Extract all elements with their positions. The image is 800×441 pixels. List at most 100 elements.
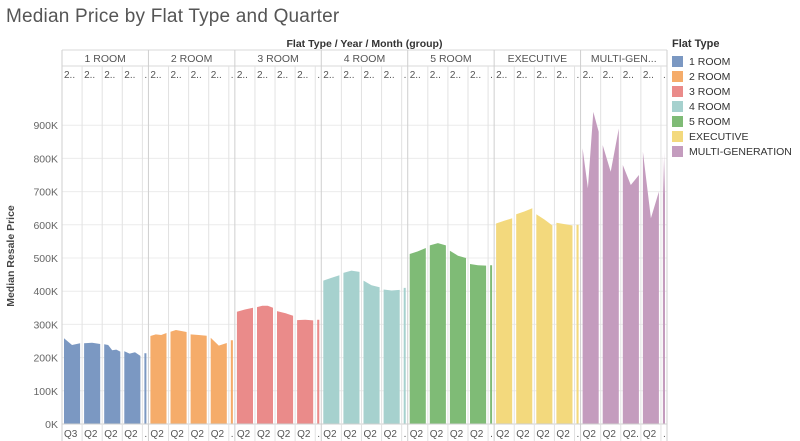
legend-swatch: [672, 116, 683, 127]
year-header-label: 2..: [583, 70, 594, 81]
legend-swatch: [672, 71, 683, 82]
panel-label: 2 ROOM: [171, 53, 212, 65]
legend-swatch: [672, 56, 683, 67]
legend-title: Flat Type: [672, 38, 720, 50]
year-header-label: 2..: [323, 70, 334, 81]
year-header-label: 2..: [150, 70, 161, 81]
area-segment: [383, 289, 400, 424]
legend-item[interactable]: 4 ROOM: [672, 99, 800, 114]
year-header-label: .: [577, 70, 580, 81]
year-header-label: 2..: [470, 70, 481, 81]
quarter-label: Q2: [410, 429, 424, 440]
quarter-label: .: [490, 429, 493, 440]
quarter-label: .: [577, 429, 580, 440]
area-segment: [490, 265, 493, 424]
quarter-label: Q2: [643, 429, 657, 440]
area-segment: [403, 287, 406, 424]
quarter-label: Q2: [84, 429, 98, 440]
y-tick-label: 100K: [33, 386, 58, 398]
area-segment: [170, 330, 187, 424]
area-segment: [516, 208, 533, 424]
year-header-label: 2..: [603, 70, 614, 81]
year-header-label: 2..: [496, 70, 507, 81]
quarter-label: Q2: [277, 429, 291, 440]
year-header-label: 2..: [410, 70, 421, 81]
area-segment: [104, 344, 121, 424]
quarter-label: Q2: [603, 429, 617, 440]
quarter-label: Q2: [343, 429, 357, 440]
year-header-label: .: [144, 70, 147, 81]
quarter-label: Q2: [171, 429, 185, 440]
area-segment: [470, 264, 487, 424]
quarter-label: .: [404, 429, 407, 440]
area-segment: [642, 151, 659, 425]
quarter-label: .: [317, 429, 320, 440]
area-segment: [429, 243, 446, 424]
chart-title: Median Price by Flat Type and Quarter: [6, 6, 340, 27]
area-segment: [236, 307, 253, 424]
y-tick-label: 400K: [33, 286, 58, 298]
y-tick-label: 300K: [33, 319, 58, 331]
legend-swatch: [672, 101, 683, 112]
year-header-label: .: [231, 70, 234, 81]
year-header-label: 2..: [556, 70, 567, 81]
area-segment: [190, 334, 207, 424]
quarter-label: Q2: [583, 429, 597, 440]
y-tick-label: 200K: [33, 353, 58, 365]
legend-swatch: [672, 86, 683, 97]
area-segment: [323, 275, 340, 424]
legend-item[interactable]: 3 ROOM: [672, 84, 800, 99]
legend-label: 4 ROOM: [689, 100, 731, 113]
legend-item[interactable]: 2 ROOM: [672, 69, 800, 84]
area-segment: [230, 340, 233, 424]
area-segment: [409, 248, 426, 424]
quarter-label: Q2.: [623, 429, 639, 440]
quarter-label: Q2: [237, 429, 251, 440]
legend-item[interactable]: EXECUTIVE: [672, 129, 800, 144]
y-tick-label: 500K: [33, 253, 58, 265]
quarter-label: Q2: [211, 429, 225, 440]
y-tick-label: 600K: [33, 220, 58, 232]
legend-label: MULTI-GENERATION: [689, 145, 792, 158]
quarter-label: Q2: [556, 429, 570, 440]
quarter-label: .: [663, 429, 666, 440]
year-header-label: 2..: [104, 70, 115, 81]
quarter-label: Q2: [124, 429, 138, 440]
year-header-label: 2..: [124, 70, 135, 81]
quarter-label: .: [144, 429, 147, 440]
legend-item[interactable]: MULTI-GENERATION: [672, 144, 800, 159]
legend-label: EXECUTIVE: [689, 130, 749, 143]
year-header-label: .: [490, 70, 493, 81]
year-header-label: 2..: [237, 70, 248, 81]
panel-label: 3 ROOM: [257, 53, 298, 65]
area-segment: [536, 214, 553, 424]
year-header-label: 2..: [257, 70, 268, 81]
area-segment: [64, 338, 81, 424]
legend-label: 5 ROOM: [689, 115, 731, 128]
legend-item[interactable]: 5 ROOM: [672, 114, 800, 129]
year-header-label: .: [404, 70, 407, 81]
year-header-label: 2..: [363, 70, 374, 81]
panel-label: 1 ROOM: [85, 53, 126, 65]
year-header-label: 2..: [211, 70, 222, 81]
quarter-label: Q2: [104, 429, 118, 440]
area-segment: [662, 151, 665, 425]
quarter-label: Q2: [516, 429, 530, 440]
legend-label: 2 ROOM: [689, 70, 731, 83]
area-segment: [576, 224, 579, 424]
quarter-label: Q3: [64, 429, 78, 440]
year-header-label: 2..: [191, 70, 202, 81]
y-tick-label: 0K: [45, 419, 58, 431]
y-axis-label: Median Resale Price: [5, 205, 17, 307]
quarter-label: Q2: [297, 429, 311, 440]
y-tick-label: 700K: [33, 187, 58, 199]
year-header-label: 2..: [84, 70, 95, 81]
quarter-label: Q2: [323, 429, 337, 440]
area-segment: [343, 270, 360, 424]
year-header-label: .: [317, 70, 320, 81]
quarter-label: Q2: [150, 429, 164, 440]
area-segment: [277, 311, 294, 424]
year-header-label: 2..: [536, 70, 547, 81]
year-header-label: 2..: [171, 70, 182, 81]
legend-item[interactable]: 1 ROOM: [672, 54, 800, 69]
